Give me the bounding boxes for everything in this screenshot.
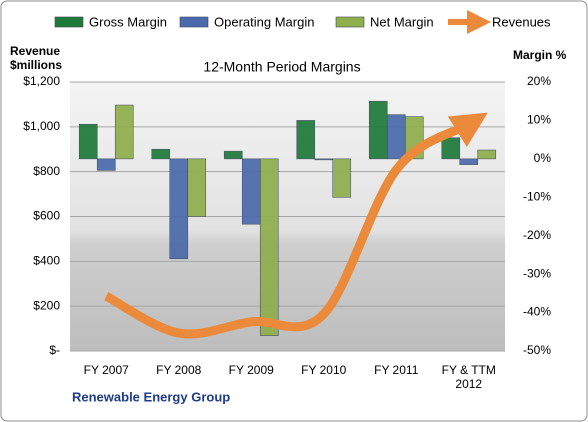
bar [114, 104, 134, 160]
bar [151, 148, 171, 160]
x-tick-label: FY 2008 [156, 363, 202, 377]
bar [441, 137, 461, 160]
x-tick-label: FY 2011 [374, 363, 419, 377]
y2-tick-label: -20% [523, 228, 551, 242]
legend-label: Gross Margin [89, 14, 167, 29]
y-tick-label: $200 [33, 298, 60, 312]
y2-axis-label: Margin % [513, 48, 567, 62]
bar [241, 158, 261, 225]
y2-tick-label: -10% [523, 189, 551, 203]
x-tick-label: FY 2009 [228, 363, 274, 377]
legend-label: Operating Margin [214, 14, 314, 29]
bar [386, 114, 406, 160]
y2-tick-label: -50% [523, 343, 551, 357]
bar [187, 158, 207, 217]
y-tick-label: $600 [33, 209, 60, 223]
revenue-line [104, 112, 488, 339]
bar [259, 158, 279, 336]
legend-label: Revenues [492, 14, 551, 29]
y-tick-label: $1,200 [23, 74, 60, 88]
y-tick-label: $- [49, 343, 60, 357]
x-tick-label: FY & TTM 2012 [441, 363, 496, 391]
bar [169, 158, 189, 260]
legend-label: Net Margin [370, 14, 434, 29]
chart-title: 12-Month Period Margins [203, 59, 360, 75]
bar [368, 100, 388, 160]
y2-tick-label: -40% [523, 305, 551, 319]
y2-tick-label: 20% [527, 74, 551, 88]
bar [96, 158, 116, 171]
bar [332, 158, 352, 198]
source-label: Renewable Energy Group [72, 389, 230, 404]
legend-swatch [335, 16, 365, 28]
y-tick-label: $800 [33, 164, 60, 178]
y2-tick-label: 0% [534, 151, 552, 165]
y-tick-label: $1,000 [23, 119, 60, 133]
y-tick-label: $400 [33, 254, 60, 268]
bar [459, 158, 479, 165]
y2-tick-label: 10% [527, 113, 551, 127]
x-tick-label: FY 2010 [301, 363, 347, 377]
bar [78, 123, 98, 160]
legend-swatch [54, 16, 84, 28]
y-axis-label: Revenue $millions [10, 44, 63, 72]
bar [477, 149, 497, 160]
y2-tick-label: -30% [523, 266, 551, 280]
legend-swatch [179, 16, 209, 28]
bar [296, 120, 316, 160]
bar [223, 150, 243, 160]
x-tick-label: FY 2007 [83, 363, 129, 377]
bar [314, 158, 334, 161]
